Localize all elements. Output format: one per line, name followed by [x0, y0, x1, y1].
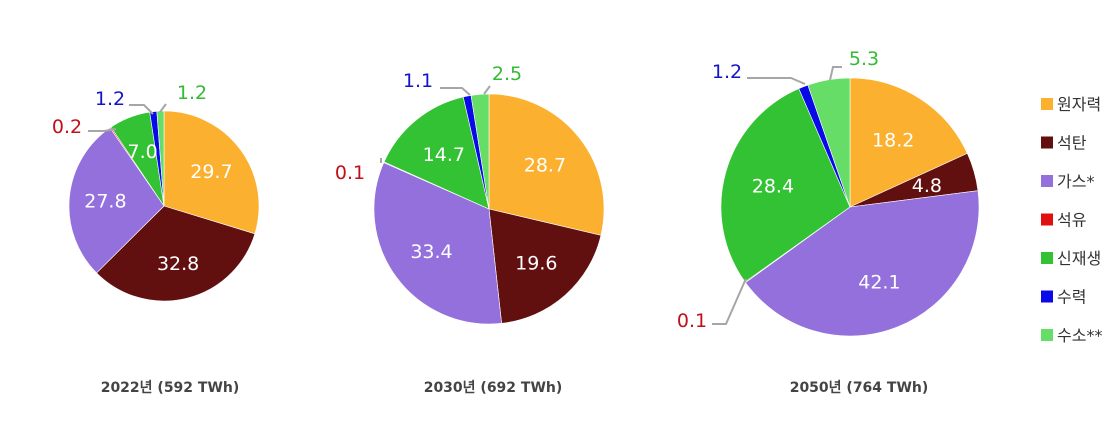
pie-slice-가스: [373, 162, 502, 325]
legend-item-석탄: 석탄: [1041, 134, 1087, 153]
legend-swatch: [1041, 175, 1053, 187]
leader-line: [712, 278, 747, 325]
legend-item-수소: 수소**: [1041, 326, 1102, 345]
data-label: 5.3: [849, 48, 879, 70]
leader-line: [483, 85, 491, 95]
data-label: 2.5: [492, 63, 522, 85]
leader-line: [129, 104, 154, 115]
data-label: 28.4: [752, 176, 794, 198]
pie-slice-신재생: [720, 88, 851, 283]
leader-line: [440, 87, 471, 96]
pie-slice-석탄: [488, 208, 602, 324]
data-label: 18.2: [872, 130, 914, 152]
pie-1: 29.7 32.8 27.8 7.0 0.2 1.2 1.2 2022년 (592 TWh): [52, 82, 260, 396]
data-label: 32.8: [157, 253, 199, 275]
leader-line: [747, 77, 806, 85]
leader-line: [88, 128, 117, 132]
legend-label: 석유: [1057, 211, 1086, 230]
leader-line: [159, 103, 167, 113]
data-label: 1.2: [95, 88, 125, 110]
data-label: 7.0: [127, 141, 157, 163]
legend-swatch: [1041, 252, 1053, 264]
pie-caption: 2050년 (764 TWh): [790, 380, 929, 396]
legend-swatch: [1041, 136, 1053, 149]
legend-label: 신재생: [1057, 249, 1101, 268]
pie-slice-가스: [68, 127, 165, 274]
data-label: 29.7: [190, 161, 232, 183]
legend-label: 석탄: [1057, 134, 1087, 153]
data-label: 28.7: [524, 155, 566, 177]
pie-caption: 2030년 (692 TWh): [424, 380, 563, 396]
legend-item-가스: 가스*: [1041, 172, 1094, 191]
legend-label: 수소**: [1057, 326, 1102, 345]
legend-label: 가스*: [1057, 172, 1094, 191]
pie-slice-원자력: [488, 93, 605, 236]
pie-slice-원자력: [849, 77, 968, 208]
data-label: 0.1: [335, 162, 365, 184]
pie-3: 18.2 4.8 42.1 28.4 0.1 1.2 5.3 2050년 (764 TWh): [677, 48, 980, 396]
leader-line: [829, 66, 842, 81]
data-label: 1.1: [403, 70, 433, 92]
data-label: 0.2: [52, 116, 82, 138]
pie-slice-석탄: [96, 205, 256, 302]
legend-item-수력: 수력: [1041, 288, 1086, 307]
data-label: 14.7: [423, 144, 465, 166]
data-label: 42.1: [858, 271, 900, 293]
legend-swatch: [1041, 329, 1053, 341]
data-label: 27.8: [84, 191, 126, 213]
legend-label: 원자력: [1057, 95, 1101, 114]
data-label: 1.2: [712, 61, 742, 83]
pie-slice-원자력: [163, 110, 260, 235]
legend-swatch: [1041, 98, 1053, 110]
pie-slice-가스: [745, 190, 980, 337]
data-label: 0.1: [677, 310, 707, 332]
pie-slice-수소: [470, 93, 490, 210]
legend-swatch: [1041, 290, 1053, 303]
pie-slice-수소: [807, 77, 851, 208]
pie-2: 28.7 19.6 33.4 14.7 0.1 1.1 2.5 2030년 (692 TWh): [335, 63, 605, 396]
legend-item-신재생: 신재생: [1041, 249, 1101, 268]
data-label: 33.4: [410, 241, 452, 263]
data-label: 19.6: [515, 252, 557, 274]
legend-item-석유: 석유: [1041, 211, 1086, 230]
pie-caption: 2022년 (592 TWh): [101, 380, 240, 396]
legend-label: 수력: [1057, 288, 1086, 307]
legend-item-원자력: 원자력: [1041, 95, 1101, 114]
legend-swatch: [1041, 213, 1053, 226]
data-label: 1.2: [177, 82, 207, 104]
data-label: 4.8: [912, 175, 942, 197]
pie-slice-신재생: [383, 96, 490, 210]
